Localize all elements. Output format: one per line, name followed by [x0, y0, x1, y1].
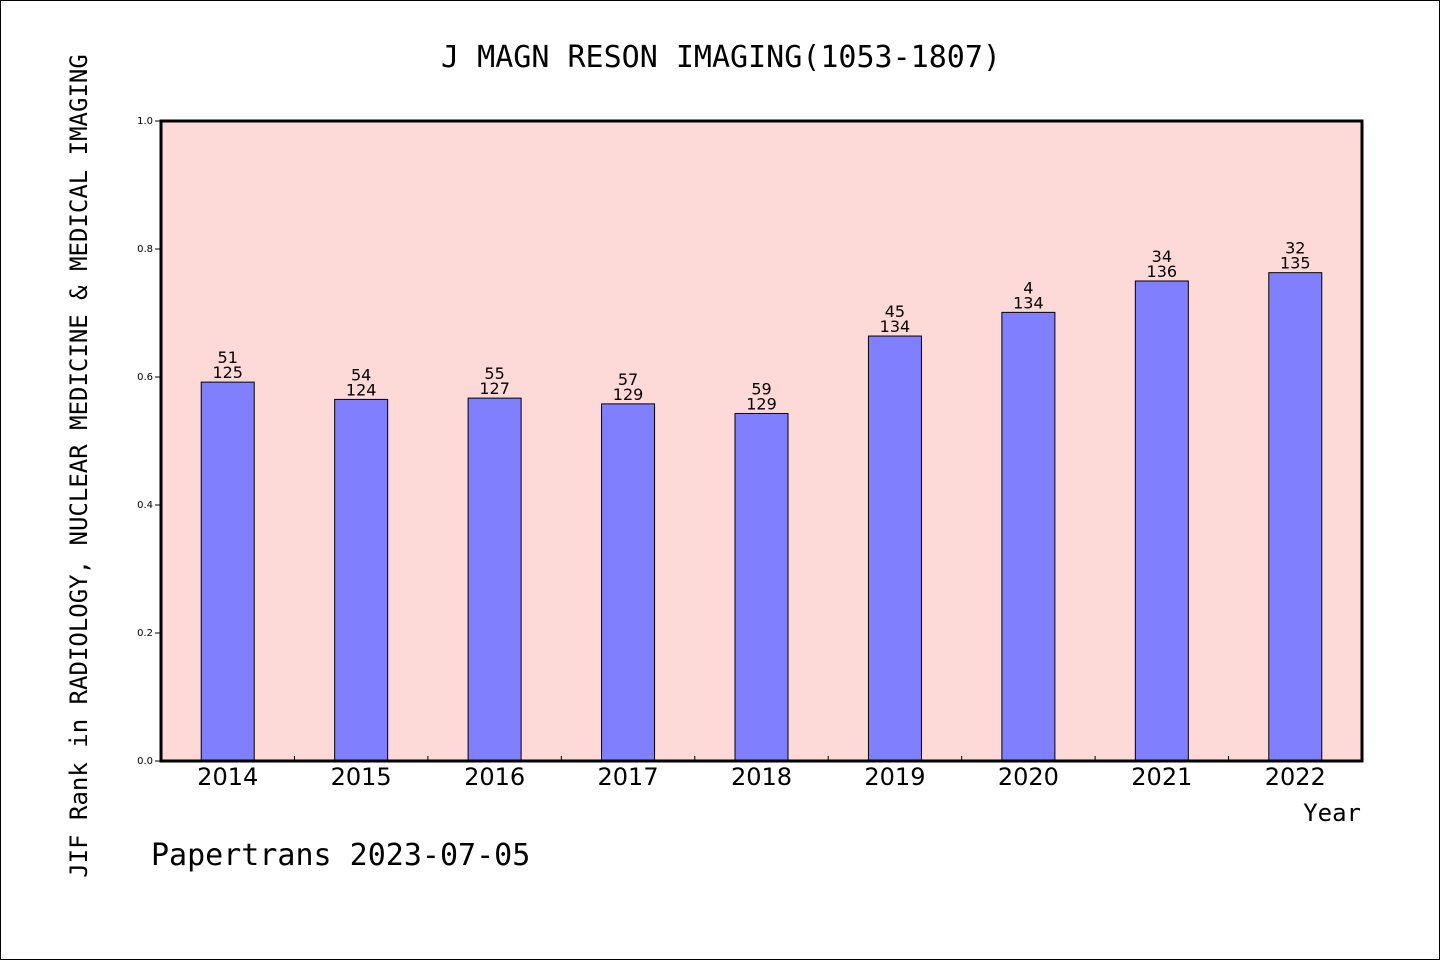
data-label-rank: 55: [484, 364, 504, 383]
x-tick-label: 2020: [998, 763, 1059, 791]
data-label-total: 125: [212, 363, 243, 382]
bar-2019: [867, 335, 922, 762]
x-tick-label: 2017: [598, 763, 659, 791]
bar-2020: [1001, 311, 1056, 762]
data-label-total: 136: [1147, 262, 1178, 281]
data-label-rank: 57: [618, 370, 638, 389]
bar-2018: [734, 412, 789, 762]
plot-frame: [159, 119, 1364, 763]
data-label-rank: 54: [351, 365, 371, 384]
bars: [200, 272, 1323, 762]
chart-title: J MAGN RESON IMAGING(1053-1807): [441, 40, 1001, 75]
data-label-total: 129: [746, 394, 777, 413]
data-label-rank: 59: [751, 379, 771, 398]
x-tick-labels: 2014 2015 2016 2017 2018 2019 2020 2021 2022: [197, 763, 1326, 791]
y-tick-label: 0.8: [137, 244, 153, 255]
data-label-rank: 51: [218, 348, 238, 367]
y-tick-label: 0.4: [137, 500, 153, 511]
x-axis-label: Year: [1303, 799, 1361, 827]
bar-2015: [334, 398, 389, 762]
data-label-total: 129: [613, 385, 644, 404]
x-tick-label: 2015: [331, 763, 392, 791]
x-tick-label: 2018: [731, 763, 792, 791]
data-label-total: 135: [1280, 254, 1311, 273]
bar-2021: [1134, 280, 1189, 762]
data-label-rank: 32: [1285, 239, 1305, 258]
bar-2016: [467, 397, 522, 762]
x-tick-label: 2022: [1265, 763, 1326, 791]
x-tick-label: 2019: [864, 763, 925, 791]
x-tick-label: 2016: [464, 763, 525, 791]
data-label-total: 127: [479, 379, 510, 398]
y-tick-label: 0.6: [137, 372, 153, 383]
data-label-total: 134: [1013, 293, 1044, 312]
data-label-rank: 4: [1023, 278, 1033, 297]
y-tick-labels: 0.0 0.2 0.4 0.6 0.8 1.0: [137, 116, 153, 767]
y-tick-label: 0.2: [137, 628, 153, 639]
data-label-rank: 45: [885, 302, 905, 321]
credit-text: Papertrans 2023-07-05: [151, 838, 530, 873]
bar-2017: [601, 403, 656, 762]
data-label-total: 124: [346, 380, 377, 399]
bar-2022: [1268, 272, 1323, 762]
y-tick-label: 1.0: [137, 116, 153, 127]
x-tick-label: 2021: [1131, 763, 1192, 791]
x-tick-label: 2014: [197, 763, 258, 791]
y-tick-label: 0.0: [137, 756, 153, 767]
y-axis-label: JIF Rank in RADIOLOGY, NUCLEAR MEDICINE …: [65, 54, 93, 878]
bar-2014: [200, 381, 255, 762]
data-label-total: 134: [880, 317, 911, 336]
data-label-rank: 34: [1152, 247, 1172, 266]
